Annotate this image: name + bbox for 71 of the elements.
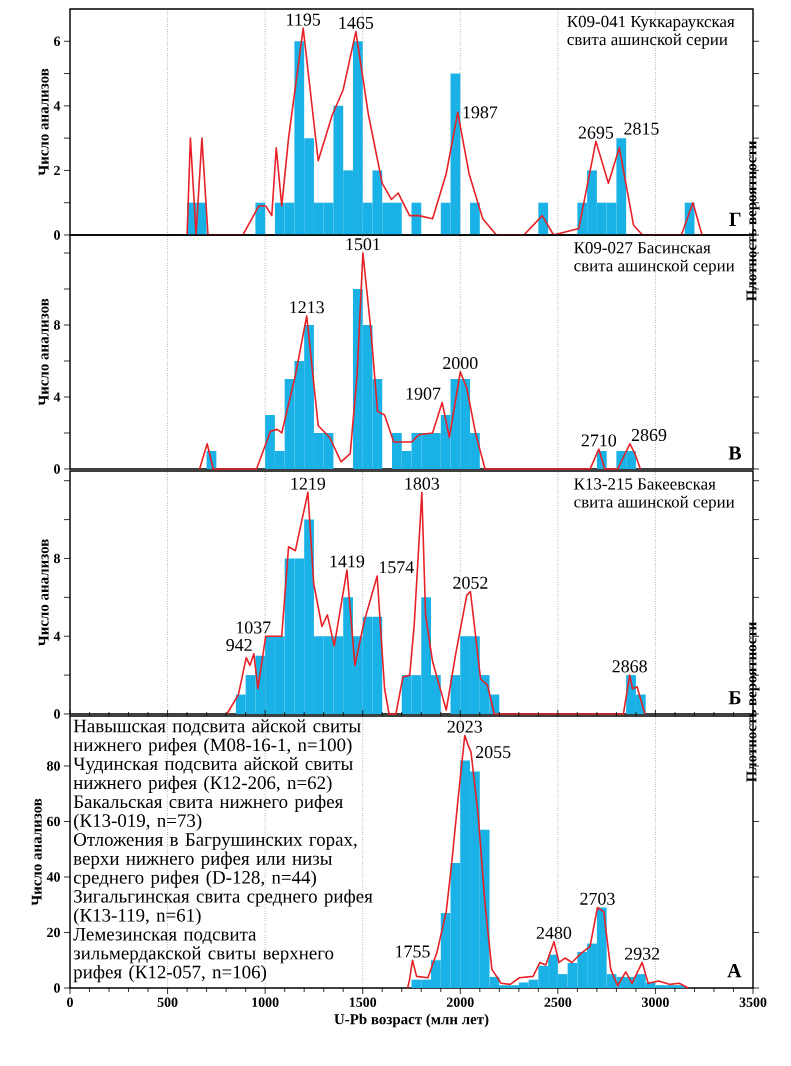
annotation: 1419 <box>330 555 365 568</box>
annotation: 2055 <box>476 746 511 759</box>
annotation: 1501 <box>346 238 380 251</box>
y-tick-label: 4 <box>53 392 61 402</box>
x-tick-label: 500 <box>157 997 178 1007</box>
y-axis-title: Число анализов <box>38 298 49 406</box>
text: свита ашинской серии <box>567 33 728 49</box>
y-tick-label: 6 <box>53 36 61 46</box>
annotation: 1907 <box>406 387 441 400</box>
annotation: Лемезинская подсвита зильмердакской свиты верхнего рифея (К12-057, n=106) <box>73 927 334 983</box>
annotation: Б <box>728 691 741 705</box>
annotation: Г <box>729 212 741 226</box>
annotation: Чудинская подсвита айской свиты нижнего рифея (К12-206, n=62) <box>73 757 353 793</box>
chart-title: К09-027 Басинская <box>574 242 711 254</box>
x-tick-label: 2000 <box>446 997 474 1007</box>
y2-axis-title: Плотность вероятности <box>746 622 760 783</box>
chart-title: К09-041 Куккараукская <box>567 15 735 31</box>
y-tick-label: 0 <box>54 464 60 474</box>
annotation: 1219 <box>291 477 326 490</box>
annotation: А <box>727 964 742 978</box>
y-tick-label: 80 <box>47 761 60 771</box>
annotation: Отложения в Багрушинских горах, верхи нижнего рифея или низы среднего рифея (D-128, n=44) <box>73 833 357 888</box>
y-tick-label: 0 <box>54 230 60 240</box>
y-tick-label: 2 <box>54 165 60 176</box>
y-tick-label: 20 <box>47 927 60 938</box>
annotation: 2932 <box>625 947 660 960</box>
x-tick-label: 2500 <box>544 997 572 1007</box>
chart-title: К13-215 Бакеевская <box>574 478 716 490</box>
x-tick-label: 1500 <box>349 997 377 1007</box>
annotation: 2695 <box>578 126 614 139</box>
text: свита ашинской серии <box>574 495 735 512</box>
annotation: 2000 <box>443 357 478 370</box>
annotation: Бакальская свита нижнего рифея (К13-019, n=73) <box>73 794 343 831</box>
annotation: 1574 <box>379 561 414 574</box>
annotation: 1195 <box>287 13 321 26</box>
x-axis-title: U-Pb возраст (млн лет) <box>334 1013 489 1028</box>
y-tick-label: 60 <box>47 816 60 827</box>
x-tick-label: 0 <box>67 997 73 1007</box>
annotation: 2815 <box>624 122 659 135</box>
x-tick-label: 1000 <box>252 997 279 1007</box>
annotation: 1037 <box>236 621 271 634</box>
annotation: Навышская подсвита айской свиты нижнего рифея (М08-16-1, n=100) <box>73 719 361 756</box>
annotation: 2023 <box>447 720 483 733</box>
annotation: Зигальгинская свита среднего рифея (К13-119, n=61) <box>74 889 373 926</box>
annotation: 1987 <box>463 106 498 119</box>
y-tick-label: 40 <box>46 872 60 882</box>
annotation: 2703 <box>580 892 615 905</box>
y-tick-label: 8 <box>53 320 61 330</box>
y2-axis-title: Плотность вероятности <box>746 141 760 301</box>
annotation: 1213 <box>290 301 324 314</box>
y-tick-label: 4 <box>53 631 61 641</box>
x-tick-label: 3000 <box>642 997 669 1007</box>
annotation: 1465 <box>339 16 374 29</box>
annotation: 2052 <box>453 576 488 589</box>
annotation: 1803 <box>405 477 440 490</box>
y-axis-title: Число анализов <box>31 798 42 906</box>
x-tick-label: 3500 <box>739 997 767 1007</box>
y-axis-title: Число анализов <box>38 68 49 176</box>
annotation: 942 <box>226 638 252 652</box>
y-tick-label: 4 <box>53 101 61 111</box>
annotation: 2868 <box>612 660 647 673</box>
y-axis-title: Число анализов <box>38 539 49 647</box>
annotation: 1755 <box>396 945 430 958</box>
annotation: 2710 <box>581 434 617 447</box>
annotation: 2480 <box>536 926 572 939</box>
text: свита ашинской серии <box>574 259 735 275</box>
y-tick-label: 8 <box>53 553 61 564</box>
y-tick-label: 0 <box>54 709 60 719</box>
annotation: В <box>728 446 742 460</box>
y-tick-label: 0 <box>54 983 60 993</box>
annotation: 2869 <box>631 429 667 442</box>
